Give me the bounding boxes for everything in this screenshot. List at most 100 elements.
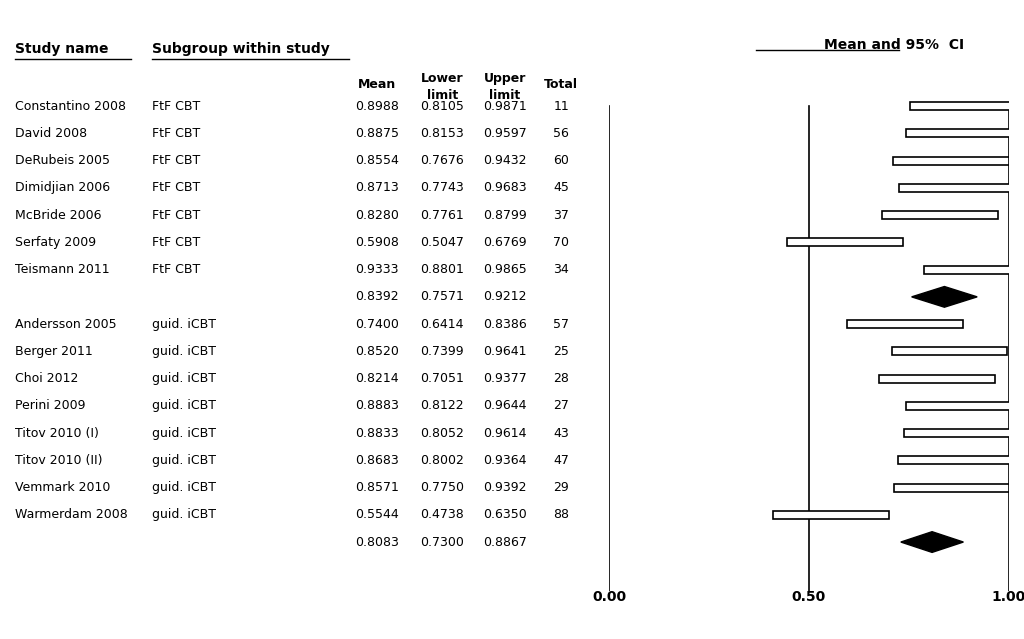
Text: 43: 43 — [553, 427, 569, 440]
Text: 0.7400: 0.7400 — [355, 318, 398, 330]
Text: 25: 25 — [553, 345, 569, 358]
Text: 0.6350: 0.6350 — [483, 508, 526, 521]
Text: 0.7761: 0.7761 — [421, 209, 464, 222]
Text: Study name: Study name — [15, 42, 109, 56]
Text: 0.8520: 0.8520 — [355, 345, 398, 358]
Bar — [899, 184, 1015, 192]
Text: Warmerdam 2008: Warmerdam 2008 — [15, 508, 128, 521]
Text: 0.8683: 0.8683 — [355, 454, 398, 467]
Text: limit: limit — [489, 89, 520, 102]
Text: 0.5908: 0.5908 — [355, 236, 398, 249]
Text: 27: 27 — [553, 399, 569, 412]
Text: 0.00: 0.00 — [592, 590, 627, 604]
Bar — [894, 484, 1010, 491]
Text: 70: 70 — [553, 236, 569, 249]
Text: Mean: Mean — [357, 78, 396, 91]
Polygon shape — [911, 286, 977, 307]
Text: 28: 28 — [553, 372, 569, 385]
Text: 11: 11 — [553, 100, 569, 112]
Text: 0.8386: 0.8386 — [483, 318, 526, 330]
Polygon shape — [901, 532, 964, 552]
Text: 0.4738: 0.4738 — [421, 508, 464, 521]
Text: Dimidjian 2006: Dimidjian 2006 — [15, 181, 111, 194]
Bar — [898, 456, 1014, 465]
Text: 0.8875: 0.8875 — [355, 127, 398, 140]
Text: 0.6414: 0.6414 — [421, 318, 464, 330]
Text: Mean and 95%  CI: Mean and 95% CI — [824, 38, 965, 52]
Text: guid. iCBT: guid. iCBT — [152, 427, 215, 440]
Bar — [882, 212, 997, 219]
Text: 56: 56 — [553, 127, 569, 140]
Text: Upper: Upper — [483, 72, 526, 84]
Text: 0.7571: 0.7571 — [421, 290, 464, 304]
Text: 0.5047: 0.5047 — [421, 236, 464, 249]
Text: 88: 88 — [553, 508, 569, 521]
Bar — [910, 102, 1024, 110]
Text: 0.8833: 0.8833 — [355, 427, 398, 440]
Text: 0.8105: 0.8105 — [421, 100, 464, 112]
Text: 0.7676: 0.7676 — [421, 154, 464, 167]
Text: Berger 2011: Berger 2011 — [15, 345, 93, 358]
Text: guid. iCBT: guid. iCBT — [152, 454, 215, 467]
Bar — [904, 429, 1020, 437]
Bar — [892, 348, 1008, 355]
Text: Perini 2009: Perini 2009 — [15, 399, 86, 412]
Text: 0.8799: 0.8799 — [483, 209, 526, 222]
Text: 0.8883: 0.8883 — [355, 399, 398, 412]
Text: 37: 37 — [553, 209, 569, 222]
Text: 0.9683: 0.9683 — [483, 181, 526, 194]
Text: McBride 2006: McBride 2006 — [15, 209, 101, 222]
Text: guid. iCBT: guid. iCBT — [152, 372, 215, 385]
Text: David 2008: David 2008 — [15, 127, 87, 140]
Text: guid. iCBT: guid. iCBT — [152, 399, 215, 412]
Text: FtF CBT: FtF CBT — [152, 127, 200, 140]
Text: FtF CBT: FtF CBT — [152, 236, 200, 249]
Text: FtF CBT: FtF CBT — [152, 181, 200, 194]
Text: 0.7399: 0.7399 — [421, 345, 464, 358]
Text: DeRubeis 2005: DeRubeis 2005 — [15, 154, 111, 167]
Text: 0.9364: 0.9364 — [483, 454, 526, 467]
Text: 0.9614: 0.9614 — [483, 427, 526, 440]
Text: 60: 60 — [553, 154, 569, 167]
Text: 0.8571: 0.8571 — [355, 481, 398, 494]
Text: FtF CBT: FtF CBT — [152, 154, 200, 167]
Text: Teismann 2011: Teismann 2011 — [15, 263, 110, 276]
Text: 0.7300: 0.7300 — [421, 535, 464, 548]
Text: 0.8083: 0.8083 — [355, 535, 398, 548]
Text: 0.8122: 0.8122 — [421, 399, 464, 412]
Text: 0.8801: 0.8801 — [421, 263, 464, 276]
Text: 0.8867: 0.8867 — [483, 535, 526, 548]
Text: 57: 57 — [553, 318, 569, 330]
Text: Total: Total — [544, 78, 579, 91]
Text: FtF CBT: FtF CBT — [152, 100, 200, 112]
Text: 1.00: 1.00 — [991, 590, 1024, 604]
Text: guid. iCBT: guid. iCBT — [152, 508, 215, 521]
Text: 0.50: 0.50 — [792, 590, 826, 604]
Text: 0.9432: 0.9432 — [483, 154, 526, 167]
Bar — [880, 374, 995, 383]
Text: 29: 29 — [553, 481, 569, 494]
Text: 0.8554: 0.8554 — [355, 154, 398, 167]
Text: FtF CBT: FtF CBT — [152, 209, 200, 222]
Text: 0.6769: 0.6769 — [483, 236, 526, 249]
Text: 0.9871: 0.9871 — [483, 100, 526, 112]
Bar — [787, 238, 903, 246]
Text: guid. iCBT: guid. iCBT — [152, 345, 215, 358]
Text: Titov 2010 (II): Titov 2010 (II) — [15, 454, 102, 467]
Bar — [924, 266, 1024, 273]
Text: 0.9597: 0.9597 — [483, 127, 526, 140]
Text: Choi 2012: Choi 2012 — [15, 372, 79, 385]
Text: Subgroup within study: Subgroup within study — [152, 42, 330, 56]
Text: 0.9392: 0.9392 — [483, 481, 526, 494]
Text: 0.7743: 0.7743 — [421, 181, 464, 194]
Text: 0.9865: 0.9865 — [483, 263, 526, 276]
Text: 0.9212: 0.9212 — [483, 290, 526, 304]
Text: 0.9641: 0.9641 — [483, 345, 526, 358]
Text: 0.8280: 0.8280 — [355, 209, 398, 222]
Bar — [906, 402, 1022, 410]
Text: 0.8002: 0.8002 — [421, 454, 464, 467]
Text: 0.8214: 0.8214 — [355, 372, 398, 385]
Text: Constantino 2008: Constantino 2008 — [15, 100, 126, 112]
Text: guid. iCBT: guid. iCBT — [152, 318, 215, 330]
Text: 0.8392: 0.8392 — [355, 290, 398, 304]
